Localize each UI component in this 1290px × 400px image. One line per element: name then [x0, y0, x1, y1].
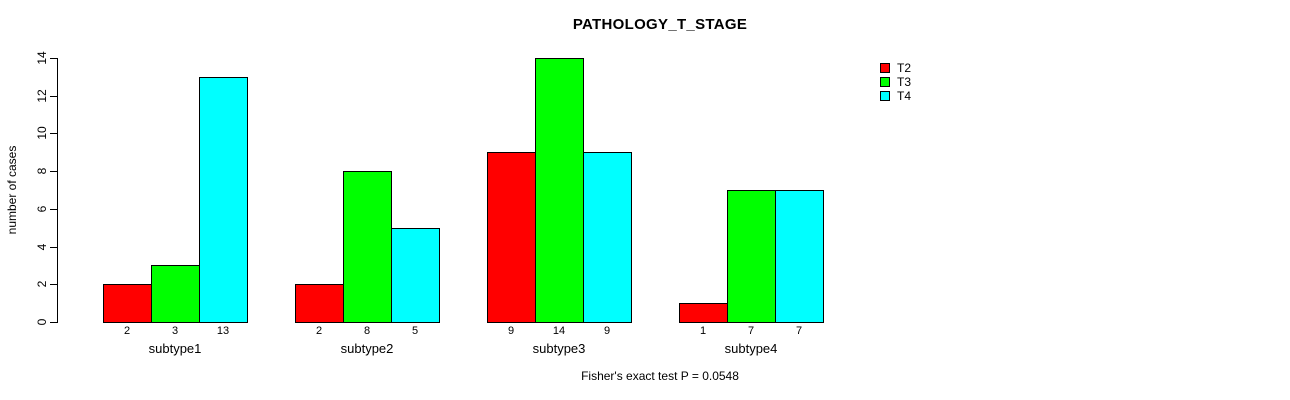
- y-axis-label: number of cases: [5, 145, 19, 235]
- bar-value-label: 2: [123, 325, 131, 337]
- y-axis-tick-label: 2: [35, 280, 49, 288]
- y-axis-line: [57, 58, 58, 323]
- bar-t2-subtype3: [487, 152, 536, 323]
- bar-t4-subtype4: [775, 190, 824, 323]
- legend-label: T4: [897, 89, 912, 103]
- y-axis-tick-label: 0: [35, 318, 49, 326]
- bar-value-label: 9: [507, 325, 515, 337]
- bar-t2-subtype1: [103, 284, 152, 323]
- x-category-label: subtype4: [724, 341, 778, 356]
- y-axis-tick: [50, 171, 57, 172]
- legend-swatch-icon: [880, 77, 890, 87]
- y-axis-tick-label: 8: [35, 167, 49, 175]
- bar-t4-subtype3: [583, 152, 632, 323]
- bar-value-label: 5: [411, 325, 419, 337]
- bar-t4-subtype1: [199, 77, 248, 323]
- y-axis-tick-label: 10: [35, 126, 49, 140]
- legend-label: T2: [897, 61, 912, 75]
- legend-item-t3: T3: [880, 75, 911, 89]
- bar-value-label: 14: [552, 325, 566, 337]
- legend-item-t2: T2: [880, 61, 911, 75]
- x-category-label: subtype1: [148, 341, 202, 356]
- y-axis-tick-label: 4: [35, 243, 49, 251]
- footnote: Fisher's exact test P = 0.0548: [581, 369, 739, 383]
- legend-label: T3: [897, 75, 912, 89]
- x-category-label: subtype3: [532, 341, 586, 356]
- bar-value-label: 7: [795, 325, 803, 337]
- bar-t3-subtype1: [151, 265, 200, 323]
- bar-t3-subtype4: [727, 190, 776, 323]
- y-axis-tick: [50, 247, 57, 248]
- bar-t3-subtype2: [343, 171, 392, 323]
- bar-t4-subtype2: [391, 228, 440, 323]
- y-axis-tick-label: 6: [35, 205, 49, 213]
- y-axis-tick: [50, 133, 57, 134]
- bar-t3-subtype3: [535, 58, 584, 323]
- y-axis-tick: [50, 209, 57, 210]
- bar-value-label: 9: [603, 325, 611, 337]
- y-axis-tick: [50, 322, 57, 323]
- bar-t2-subtype2: [295, 284, 344, 323]
- bar-value-label: 3: [171, 325, 179, 337]
- bar-t2-subtype4: [679, 303, 728, 323]
- y-axis-tick: [50, 58, 57, 59]
- y-axis-tick: [50, 96, 57, 97]
- bar-value-label: 8: [363, 325, 371, 337]
- legend: T2 T3 T4: [880, 61, 911, 103]
- legend-item-t4: T4: [880, 89, 911, 103]
- bar-value-label: 1: [699, 325, 707, 337]
- chart-title: PATHOLOGY_T_STAGE: [572, 16, 748, 33]
- bar-value-label: 7: [747, 325, 755, 337]
- y-axis-tick-label: 12: [35, 89, 49, 103]
- bar-value-label: 13: [216, 325, 230, 337]
- y-axis-tick-label: 14: [35, 51, 49, 65]
- bar-value-label: 2: [315, 325, 323, 337]
- legend-swatch-icon: [880, 63, 890, 73]
- legend-swatch-icon: [880, 91, 890, 101]
- x-category-label: subtype2: [340, 341, 394, 356]
- y-axis-tick: [50, 284, 57, 285]
